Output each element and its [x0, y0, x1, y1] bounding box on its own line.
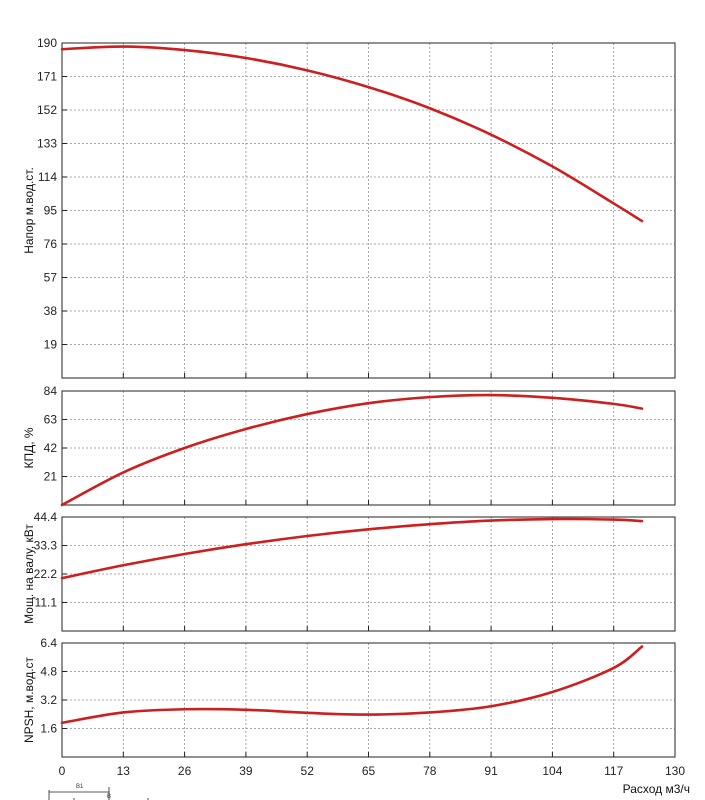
plot-frame — [61, 642, 676, 758]
x-tick-label: 26 — [178, 764, 192, 778]
x-tick-label: 130 — [665, 764, 685, 778]
x-tick-label: 13 — [117, 764, 131, 778]
y-axis-label: КПД, % — [22, 427, 36, 468]
y-tick-label: 44.4 — [34, 510, 58, 524]
series-line-0-0 — [60, 45, 644, 223]
plot-frame — [61, 42, 676, 379]
y-tick-label: 22.2 — [34, 567, 58, 581]
panel-0: 19 38 57 76 95 114 133 152 171 190 Напор м.вод.ст. — [22, 36, 676, 379]
x-tick-label: 39 — [239, 764, 253, 778]
y-tick-label: 114 — [38, 170, 57, 184]
x-tick-label: 78 — [423, 764, 437, 778]
diagram-label-b: В — [107, 794, 111, 800]
y-tick-label: 95 — [44, 204, 58, 218]
y-tick-label: 133 — [37, 137, 57, 151]
x-axis-label: Расход м3/ч — [623, 782, 690, 796]
x-tick-label: 52 — [301, 764, 315, 778]
y-tick-label: 42 — [44, 441, 58, 455]
x-tick-label: 0 — [59, 764, 66, 778]
y-tick-label: 33.3 — [34, 539, 58, 553]
y-tick-label: 6.4 — [40, 636, 57, 650]
x-axis: 0 13 26 39 52 65 78 91 104 117 130 — [59, 764, 686, 778]
diagram-label-b1: В1 — [76, 784, 84, 790]
y-tick-label: 57 — [44, 271, 58, 285]
panel-3: 1.6 3.2 4.8 6.4 NPSH, м.вод.ст — [22, 636, 676, 758]
x-tick-label: 104 — [542, 764, 562, 778]
y-tick-label: 190 — [37, 36, 57, 50]
y-tick-label: 38 — [44, 304, 58, 318]
y-tick-label: 76 — [44, 237, 58, 251]
chart-panels: 19 38 57 76 95 114 133 152 171 190 Напор м.вод.ст.… — [22, 36, 676, 758]
y-axis-label: Мощ. на валу, кВт — [22, 524, 36, 624]
y-tick-label: 11.1 — [35, 596, 58, 610]
plot-frame — [61, 390, 676, 506]
series-line-1-0 — [60, 393, 644, 507]
plot-frame — [61, 516, 676, 632]
y-tick-label: 152 — [37, 103, 57, 117]
x-tick-label: 65 — [362, 764, 376, 778]
series-line-2-0 — [60, 517, 644, 580]
y-tick-label: 63 — [44, 413, 58, 427]
series-line-3-0 — [60, 645, 644, 725]
y-axis-label: NPSH, м.вод.ст — [22, 656, 36, 743]
y-tick-label: 1.6 — [40, 722, 57, 736]
pump-dimension-diagram: В1 В — [48, 784, 149, 800]
y-tick-label: 4.8 — [40, 665, 57, 679]
y-tick-label: 21 — [44, 470, 58, 484]
panel-1: 21 42 63 84 КПД, % — [22, 384, 676, 507]
y-tick-label: 171 — [37, 70, 57, 84]
y-tick-label: 3.2 — [40, 693, 57, 707]
y-tick-label: 19 — [44, 338, 58, 352]
y-axis-label: Напор м.вод.ст. — [22, 167, 36, 254]
y-tick-label: 84 — [44, 384, 58, 398]
x-tick-label: 91 — [484, 764, 498, 778]
x-tick-label: 117 — [604, 764, 623, 778]
